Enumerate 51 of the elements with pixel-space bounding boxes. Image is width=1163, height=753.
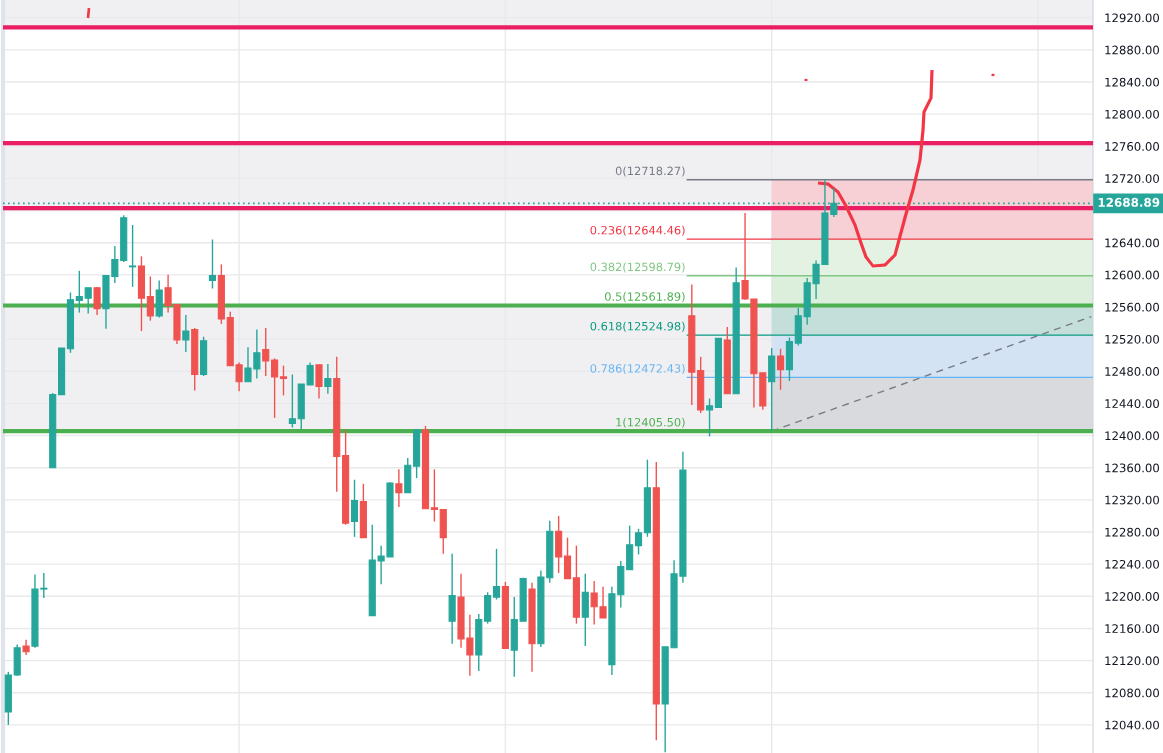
y-tick-label: 12360.00 <box>1105 463 1159 473</box>
candlestick <box>146 275 154 322</box>
y-tick-label: 12600.00 <box>1105 270 1159 280</box>
y-tick-label: 12560.00 <box>1105 302 1159 312</box>
candlestick <box>315 364 323 400</box>
ref-line-label: 0.786(12472.43) <box>590 363 685 375</box>
candlestick <box>705 397 714 438</box>
candlestick <box>93 286 101 316</box>
y-tick-label: 12480.00 <box>1105 367 1159 376</box>
y-tick-label: 12160.00 <box>1105 624 1159 634</box>
candlestick <box>395 468 403 508</box>
candlestick <box>634 528 643 556</box>
candlestick <box>75 270 83 314</box>
y-tick-label: 12320.00 <box>1105 495 1159 505</box>
y-tick-label: 12240.00 <box>1105 559 1159 569</box>
y-tick-label: 12200.00 <box>1105 592 1159 601</box>
ref-line-label: 0.236(12644.46) <box>590 225 685 236</box>
y-tick-label: 12280.00 <box>1105 527 1159 537</box>
ref-line-label: 1(12405.50) <box>616 417 685 428</box>
candlestick <box>208 238 217 290</box>
y-tick-label: 12760.00 <box>1105 142 1159 151</box>
candlestick <box>324 363 332 395</box>
y-tick-label: 12920.00 <box>1105 13 1159 23</box>
y-tick-label: 12440.00 <box>1105 399 1159 409</box>
y-tick-label: 12520.00 <box>1105 334 1159 344</box>
ref-line-label: 0.5(12561.89) <box>604 292 685 303</box>
candlestick <box>492 548 501 601</box>
candlestick <box>430 468 438 523</box>
y-tick-label: 12080.00 <box>1105 688 1159 698</box>
candlestick <box>563 536 572 580</box>
y-tick-label: 12880.00 <box>1105 45 1159 55</box>
candlestick <box>182 314 190 353</box>
y-tick-label: 12800.00 <box>1105 109 1159 119</box>
y-tick-label: 12400.00 <box>1105 431 1159 441</box>
candlestick <box>129 224 137 288</box>
candlestick <box>776 348 785 391</box>
ref-line-label: 12688.89 <box>1098 197 1160 207</box>
candlestick <box>84 287 92 315</box>
candlestick <box>350 479 359 538</box>
candlestick <box>288 373 296 429</box>
y-tick-label: 12640.00 <box>1105 238 1159 248</box>
candlestick <box>279 364 288 397</box>
y-tick-label: 12840.00 <box>1105 77 1159 87</box>
y-tick-label: 12720.00 <box>1105 174 1159 183</box>
y-tick-label: 12040.00 <box>1105 720 1159 730</box>
candlestick <box>262 327 270 377</box>
ref-line-label: 0.382(12598.79) <box>590 262 685 273</box>
ref-line-label: 0(12718.27) <box>615 166 685 177</box>
ref-line-label: 0.618(12524.98) <box>590 321 685 332</box>
candlestick <box>271 357 279 419</box>
y-tick-label: 12120.00 <box>1105 656 1159 666</box>
